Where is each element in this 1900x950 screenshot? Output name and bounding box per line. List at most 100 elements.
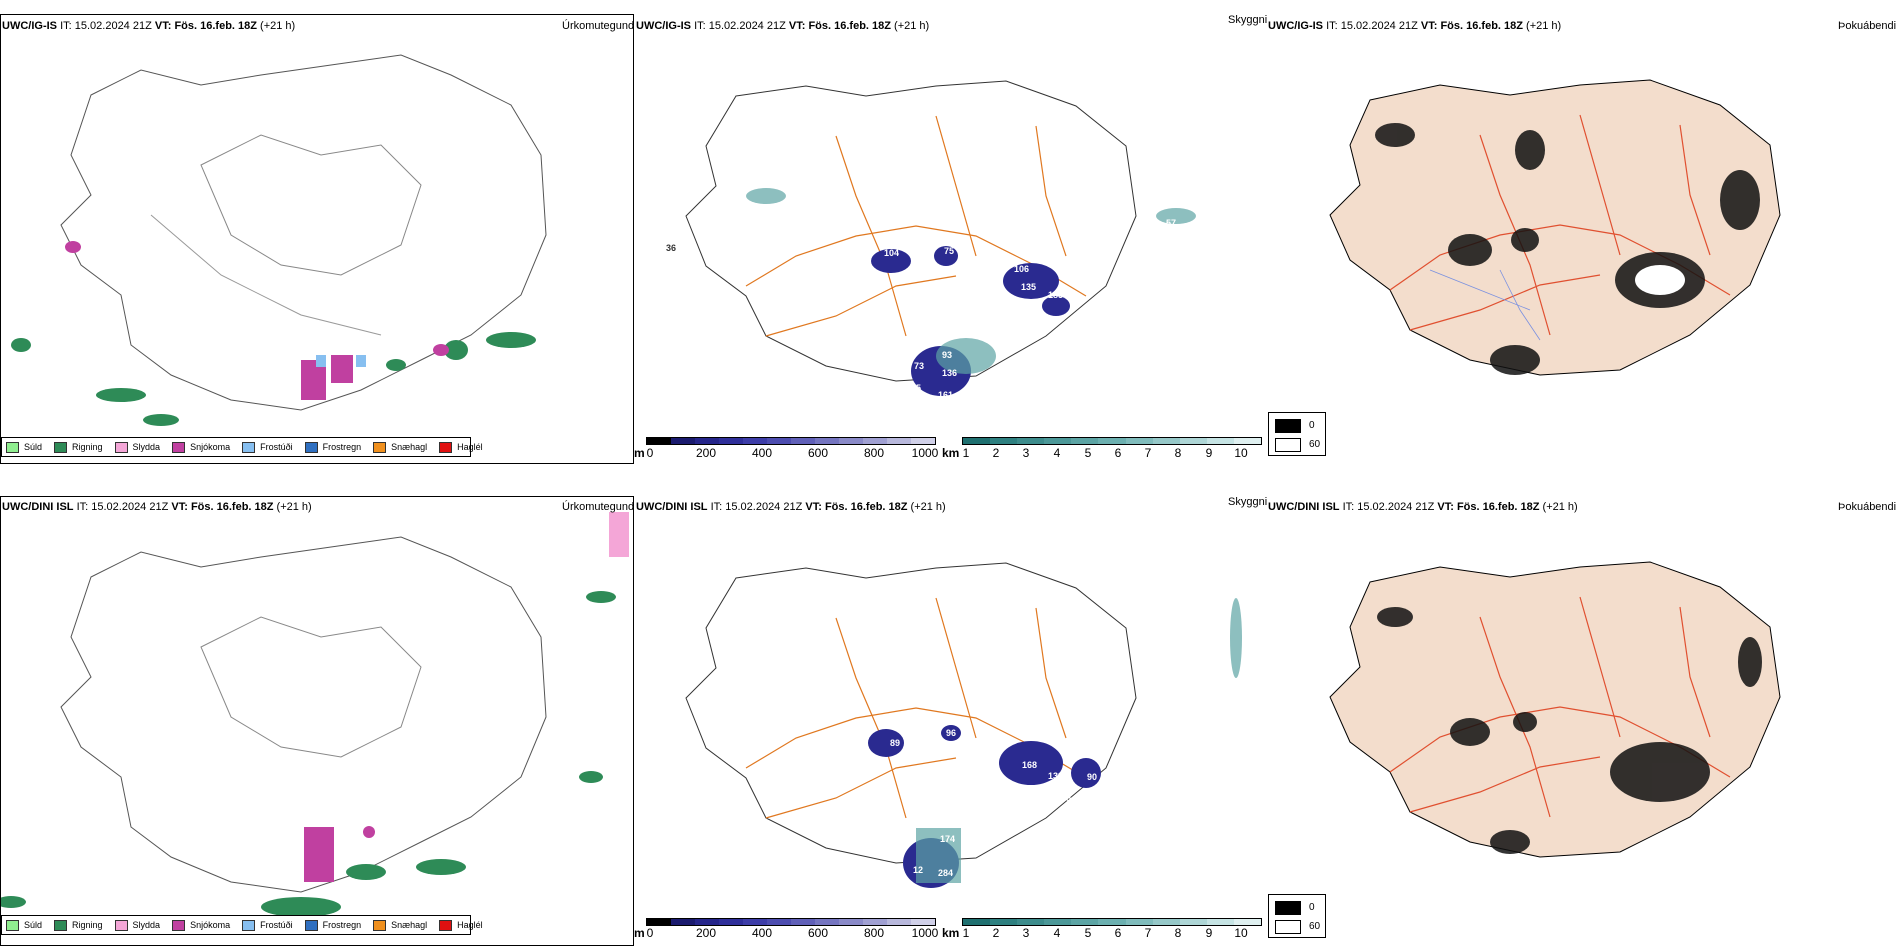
fog-legend-swatch-low — [1275, 438, 1301, 452]
tick-label: 9 — [1205, 926, 1213, 940]
iceland-map-precip — [1, 512, 629, 917]
visibility-map-row1: 104 75 106 135 185 57 93 73 136 65 161 1… — [636, 36, 1266, 436]
legend-item: Rigning — [54, 441, 103, 453]
header-row1-visibility: UWC/IG-IS IT: 15.02.2024 21Z VT: Fös. 16… — [636, 20, 930, 32]
legend-item: Snæhagl — [373, 919, 427, 931]
visibility-ticks-row2: 1 2 3 4 5 6 7 8 9 10 — [963, 926, 1256, 940]
map-label: 106 — [1014, 264, 1029, 274]
tick-label: 9 — [1205, 446, 1213, 460]
precip-type-legend: Súld Rigning Slydda Snjókoma Frostúði Fr… — [1, 437, 483, 457]
tick-label: 2 — [992, 446, 1000, 460]
legend-item: Frostregn — [304, 441, 361, 453]
tick-label: 10 — [1234, 926, 1248, 940]
visibility-colorbar-row1 — [962, 437, 1262, 445]
tick-label: 0 — [646, 446, 654, 460]
legend-item: Haglél — [439, 919, 483, 931]
legend-swatch — [242, 919, 256, 931]
param-title-visibility-row1: Skyggni — [1228, 14, 1268, 26]
tick-label: 600 — [807, 926, 829, 940]
legend-item: Slydda — [114, 919, 160, 931]
map-label: 174 — [940, 834, 955, 844]
legend-swatch — [304, 919, 318, 931]
legend-item: Súld — [6, 441, 42, 453]
legend-swatch — [114, 441, 128, 453]
param-title-visibility-row2: Skyggni — [1228, 496, 1268, 508]
legend-item: Frostúði — [242, 441, 293, 453]
legend-item: Haglél — [439, 441, 483, 453]
param-title-fog-row1: Þokuábendi — [1838, 20, 1897, 32]
map-label: 73 — [914, 361, 924, 371]
tick-label: 800 — [863, 446, 885, 460]
legend-swatch — [172, 441, 186, 453]
legend-swatch — [242, 441, 256, 453]
legend-item: Frostregn — [304, 919, 361, 931]
ceiling-unit-row1: m — [634, 446, 645, 460]
tick-label: 7 — [1144, 446, 1152, 460]
ceiling-ticks-row1: 0 200 400 600 800 1000 — [646, 446, 939, 460]
legend-swatch — [6, 441, 19, 453]
legend-swatch — [373, 919, 387, 931]
tick-label: 3 — [1022, 446, 1030, 460]
tick-label: 6 — [1114, 926, 1122, 940]
map-label: 90 — [1087, 772, 1097, 782]
fog-legend-label-high: 0 — [1309, 902, 1315, 913]
map-label: 98 — [1062, 820, 1072, 830]
header-row2-precip: UWC/DINI ISL IT: 15.02.2024 21Z VT: Fös.… — [2, 501, 312, 513]
tick-label: 400 — [751, 926, 773, 940]
map-label: 133 — [1048, 771, 1063, 781]
legend-item: Súld — [6, 919, 42, 931]
tick-label: 4 — [1053, 446, 1061, 460]
precip-type-map-row2: Súld Rigning Slydda Snjókoma Frostúði Fr… — [0, 496, 634, 946]
map-label: 89 — [890, 738, 900, 748]
iceland-map-fog — [1329, 79, 1781, 376]
tick-label: 1 — [962, 446, 970, 460]
tick-label: 200 — [695, 446, 717, 460]
rain-areas — [1, 591, 616, 917]
fog-legend-label-low: 60 — [1309, 921, 1321, 932]
map-label: 93 — [942, 350, 952, 360]
fog-map-row2 — [1300, 522, 1890, 902]
tick-label: 5 — [1084, 446, 1092, 460]
tick-label: 8 — [1174, 926, 1182, 940]
tick-label: 0 — [646, 926, 654, 940]
map-label: 96 — [946, 728, 956, 738]
visibility-colorbar-row2 — [962, 918, 1262, 926]
header-row2-visibility: UWC/DINI ISL IT: 15.02.2024 21Z VT: Fös.… — [636, 501, 946, 513]
visibility-unit-row1: km — [942, 446, 960, 460]
iceland-map-visibility: 104 75 106 135 185 57 93 73 136 65 161 1… — [666, 80, 1196, 400]
tick-label: 4 — [1053, 926, 1061, 940]
iceland-map-visibility: 89 96 168 133 90 105 98 174 284 12 — [685, 562, 1242, 888]
param-title-precip-row1: Úrkomutegund — [562, 20, 635, 32]
map-label: 65 — [911, 383, 921, 393]
header-row1-precip: UWC/IG-IS IT: 15.02.2024 21Z VT: Fös. 16… — [2, 20, 296, 32]
snow-areas — [304, 826, 375, 882]
tick-label: 400 — [751, 446, 773, 460]
tick-label: 5 — [1084, 926, 1092, 940]
legend-swatch — [54, 441, 68, 453]
map-label: 75 — [944, 246, 954, 256]
rain-areas — [11, 332, 536, 426]
fog-legend-row1: 0 60 — [1268, 412, 1326, 456]
tick-label: 800 — [863, 926, 885, 940]
visibility-ticks-row1: 1 2 3 4 5 6 7 8 9 10 — [962, 446, 1256, 460]
map-label: 168 — [1022, 760, 1037, 770]
map-label: 104 — [884, 248, 899, 258]
tick-label: 3 — [1022, 926, 1030, 940]
iceland-map-precip — [11, 54, 547, 426]
tick-label: 600 — [807, 446, 829, 460]
fog-map-row1 — [1300, 40, 1890, 420]
fog-legend-swatch-low — [1275, 920, 1301, 934]
param-title-fog-row2: Þokuábendi — [1838, 501, 1897, 513]
tick-label: 10 — [1234, 446, 1248, 460]
fog-legend-label-low: 60 — [1309, 439, 1321, 450]
header-row2-fog: UWC/DINI ISL IT: 15.02.2024 21Z VT: Fös.… — [1268, 501, 1578, 513]
legend-swatch — [172, 919, 186, 931]
tick-label: 1000 — [911, 926, 939, 940]
ceiling-colorbar-row2 — [646, 918, 936, 926]
map-label: 185 — [1048, 290, 1063, 300]
map-label: 105 — [1056, 793, 1071, 803]
map-label: 57 — [1166, 218, 1176, 228]
map-label: 36 — [666, 243, 676, 253]
header-row1-fog: UWC/IG-IS IT: 15.02.2024 21Z VT: Fös. 16… — [1268, 20, 1562, 32]
map-label: 12 — [913, 865, 923, 875]
